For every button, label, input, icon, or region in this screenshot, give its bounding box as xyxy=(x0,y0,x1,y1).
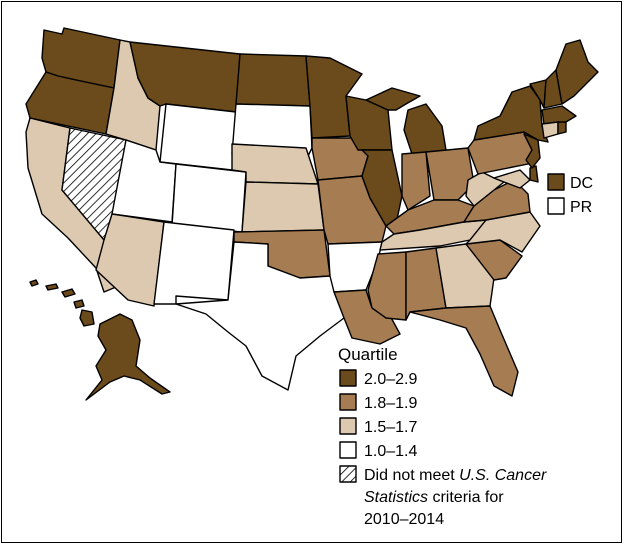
state-alaska xyxy=(85,313,171,401)
state-hawaii xyxy=(29,279,95,327)
state-delaware xyxy=(529,165,539,183)
state-indiana xyxy=(401,151,431,211)
state-north-dakota xyxy=(235,53,311,107)
legend-title: Quartile xyxy=(338,345,398,364)
legend-label-hatched-line1: Did not meet U.S. Cancer xyxy=(364,467,547,484)
state-wyoming xyxy=(159,103,237,171)
legend-swatch-q3 xyxy=(339,417,357,435)
legend-swatch-q1 xyxy=(339,369,357,387)
legend-swatch-hatched xyxy=(339,465,357,483)
state-connecticut xyxy=(541,121,559,139)
state-massachusetts xyxy=(541,105,577,125)
legend-label-q1: 2.0–2.9 xyxy=(364,371,417,388)
legend-swatch-q2 xyxy=(339,393,357,411)
state-maine xyxy=(555,39,599,105)
state-louisiana xyxy=(333,289,401,345)
state-maryland xyxy=(493,169,531,189)
legend-label-q3: 1.5–1.7 xyxy=(364,419,417,436)
state-florida xyxy=(409,305,519,397)
legend-swatch-q4 xyxy=(339,441,357,459)
state-texas xyxy=(175,241,345,391)
state-kansas xyxy=(241,181,325,233)
state-colorado xyxy=(171,163,247,233)
territory-pr-label: PR xyxy=(570,199,592,216)
state-georgia xyxy=(435,243,495,309)
legend-label-q4: 1.0–1.4 xyxy=(364,443,417,460)
legend-label-q2: 1.8–1.9 xyxy=(364,395,417,412)
territory-pr: PR xyxy=(547,197,592,216)
legend-label-hatched-line3: 2010–2014 xyxy=(364,511,444,528)
legend-label-hatched-line2: Statistics criteria for xyxy=(364,489,504,506)
map-legend: Quartile 2.0–2.9 1.8–1.9 1.5–1.7 1.0–1.4… xyxy=(338,345,547,528)
territory-dc: DC xyxy=(547,173,593,192)
state-rhode-island xyxy=(557,121,567,135)
territory-dc-label: DC xyxy=(570,175,593,192)
state-new-mexico xyxy=(153,221,235,305)
